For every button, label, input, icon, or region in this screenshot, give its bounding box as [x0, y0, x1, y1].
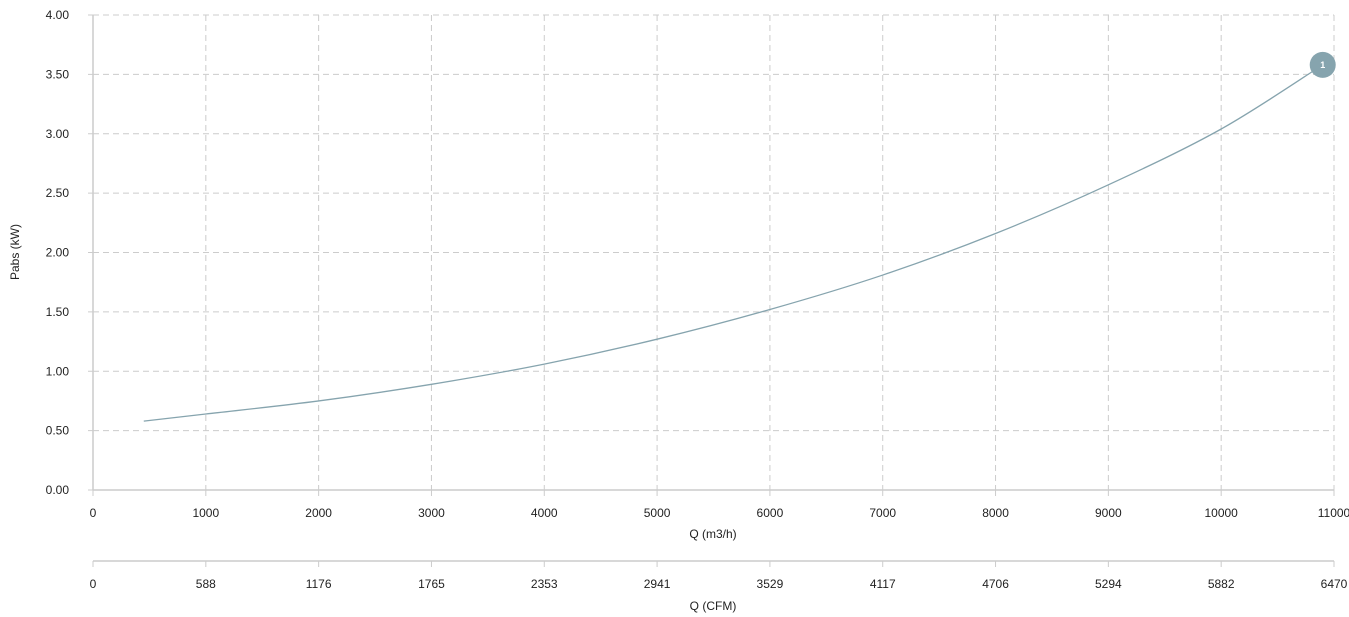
marker-layer: 1	[1309, 51, 1336, 78]
operating-point-label: 1	[1320, 60, 1325, 70]
series-line	[143, 64, 1324, 422]
x-tick-label: 9000	[1095, 506, 1122, 520]
grid	[93, 14, 1335, 490]
y-tick-label: 1.50	[46, 305, 70, 319]
x-tick-label: 6000	[757, 506, 784, 520]
x-secondary-tick-label: 3529	[757, 577, 784, 591]
x-tick-label: 0	[90, 506, 97, 520]
x-secondary-tick-label: 4117	[870, 577, 896, 591]
y-tick-label: 1.00	[46, 364, 70, 378]
x-axis-title: Q (m3/h)	[689, 527, 736, 541]
x-secondary-tick-label: 4706	[982, 577, 1009, 591]
y-tick-label: 0.00	[46, 483, 70, 497]
x-secondary-tick-label: 1176	[306, 577, 332, 591]
x-secondary-tick-label: 2941	[644, 577, 671, 591]
x-secondary-tick-label: 1765	[418, 577, 445, 591]
x-secondary-tick-label: 5882	[1208, 577, 1235, 591]
x-tick-label: 8000	[982, 506, 1009, 520]
x-secondary-tick-label: 6470	[1321, 577, 1348, 591]
x-tick-label: 7000	[869, 506, 896, 520]
y-tick-label: 2.50	[46, 186, 70, 200]
y-tick-label: 3.50	[46, 67, 70, 81]
x-tick-label: 5000	[644, 506, 671, 520]
y-axis-title: Pabs (kW)	[8, 224, 22, 280]
x-tick-label: 1000	[192, 506, 219, 520]
y-tick-label: 0.50	[46, 424, 70, 438]
x-tick-label: 4000	[531, 506, 558, 520]
y-tick-label: 3.00	[46, 127, 70, 141]
y-tick-label: 4.00	[46, 8, 70, 22]
x-axis-secondary-title: Q (CFM)	[690, 599, 737, 613]
x-secondary-tick-label: 2353	[531, 577, 558, 591]
operating-point-marker[interactable]	[1309, 51, 1336, 78]
x-secondary-tick-label: 5294	[1095, 577, 1122, 591]
x-tick-label: 11000	[1318, 506, 1349, 520]
x-tick-label: 10000	[1204, 506, 1238, 520]
x-secondary-tick-label: 588	[196, 577, 216, 591]
series-layer	[143, 64, 1324, 422]
x-tick-label: 3000	[418, 506, 445, 520]
y-tick-label: 2.00	[46, 246, 70, 260]
x-secondary-tick-label: 0	[90, 577, 97, 591]
x-tick-label: 2000	[305, 506, 332, 520]
axes: 0.00 0.50 1.00 1.50 2.00 2.50 3.00 3.50 4.00 0 100…	[46, 8, 1349, 591]
